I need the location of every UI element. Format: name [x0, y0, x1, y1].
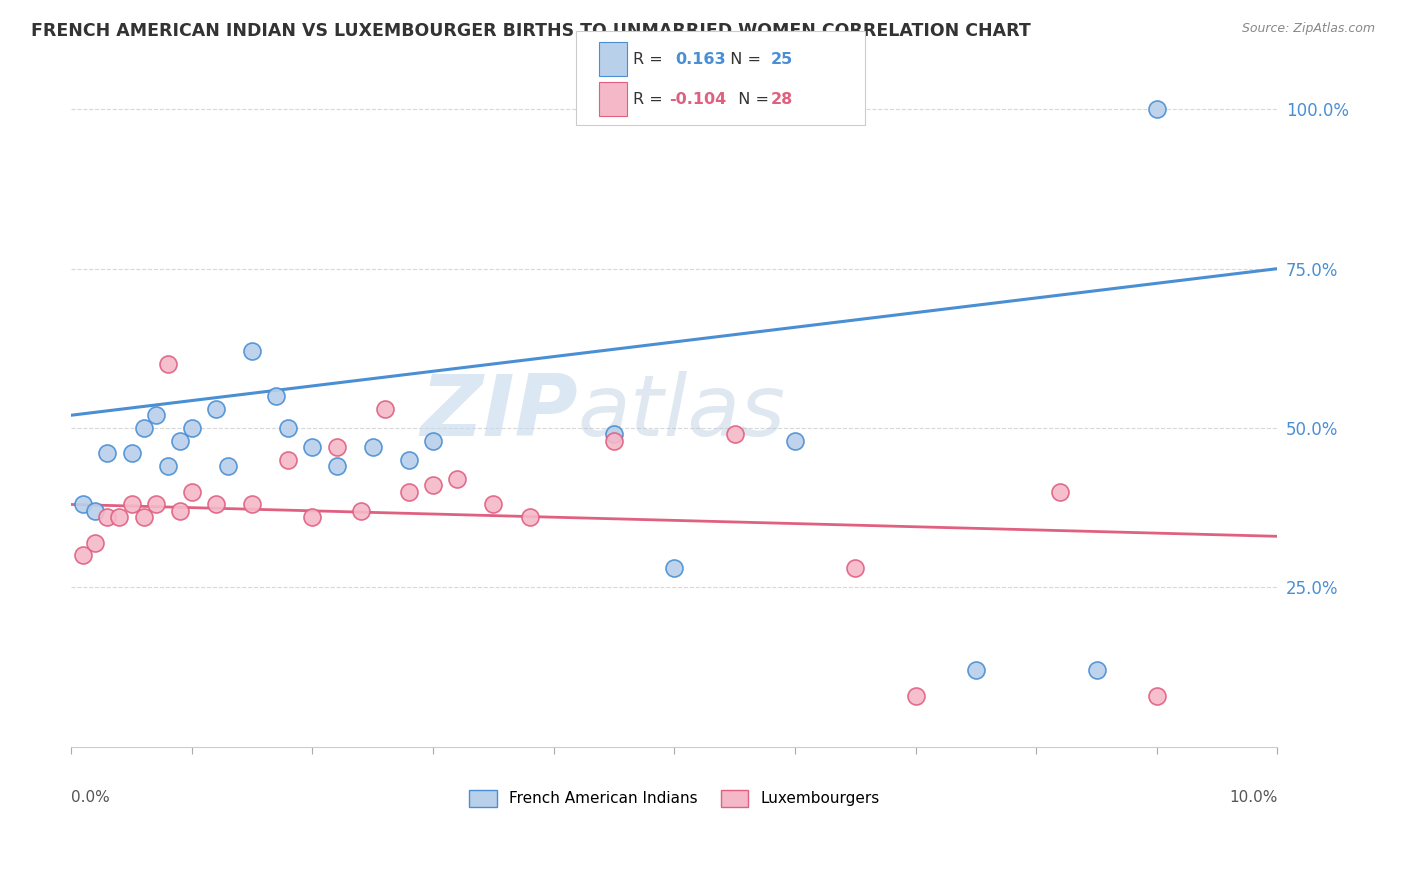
Point — [180, 421, 202, 435]
Point — [374, 401, 396, 416]
Point — [277, 453, 299, 467]
Point — [145, 498, 167, 512]
Text: atlas: atlas — [578, 370, 786, 453]
Point — [844, 561, 866, 575]
Point — [965, 663, 987, 677]
Point — [350, 504, 373, 518]
Point — [301, 440, 323, 454]
Point — [603, 434, 626, 448]
Point — [1049, 484, 1071, 499]
Point — [169, 434, 191, 448]
Text: 0.163: 0.163 — [675, 52, 725, 67]
Text: ZIP: ZIP — [420, 370, 578, 453]
Point — [904, 689, 927, 703]
Point — [783, 434, 806, 448]
Point — [156, 357, 179, 371]
Text: N =: N = — [728, 92, 775, 107]
Text: R =: R = — [633, 92, 668, 107]
Point — [422, 478, 444, 492]
Point — [180, 484, 202, 499]
Point — [205, 498, 228, 512]
Point — [205, 401, 228, 416]
Point — [240, 498, 263, 512]
Text: N =: N = — [720, 52, 766, 67]
Point — [398, 453, 420, 467]
Text: 0.0%: 0.0% — [72, 790, 110, 805]
Text: 28: 28 — [770, 92, 793, 107]
Text: 25: 25 — [770, 52, 793, 67]
Text: 10.0%: 10.0% — [1229, 790, 1278, 805]
Point — [108, 510, 131, 524]
Point — [121, 446, 143, 460]
Point — [398, 484, 420, 499]
Point — [84, 504, 107, 518]
Point — [301, 510, 323, 524]
Point — [361, 440, 384, 454]
Point — [1146, 103, 1168, 117]
Point — [266, 389, 288, 403]
Point — [132, 421, 155, 435]
Point — [1146, 689, 1168, 703]
Point — [96, 446, 118, 460]
Point — [169, 504, 191, 518]
Point — [145, 409, 167, 423]
Point — [664, 561, 686, 575]
Point — [72, 549, 94, 563]
Point — [724, 427, 747, 442]
Point — [519, 510, 541, 524]
Point — [603, 427, 626, 442]
Point — [277, 421, 299, 435]
Point — [132, 510, 155, 524]
Legend: French American Indians, Luxembourgers: French American Indians, Luxembourgers — [463, 784, 886, 813]
Text: Source: ZipAtlas.com: Source: ZipAtlas.com — [1241, 22, 1375, 36]
Text: R =: R = — [633, 52, 672, 67]
Point — [72, 498, 94, 512]
Point — [482, 498, 505, 512]
Point — [325, 459, 347, 474]
Point — [325, 440, 347, 454]
Point — [217, 459, 239, 474]
Point — [121, 498, 143, 512]
Point — [1085, 663, 1108, 677]
Text: -0.104: -0.104 — [669, 92, 727, 107]
Point — [96, 510, 118, 524]
Point — [240, 344, 263, 359]
Point — [84, 535, 107, 549]
Text: FRENCH AMERICAN INDIAN VS LUXEMBOURGER BIRTHS TO UNMARRIED WOMEN CORRELATION CHA: FRENCH AMERICAN INDIAN VS LUXEMBOURGER B… — [31, 22, 1031, 40]
Point — [422, 434, 444, 448]
Point — [446, 472, 468, 486]
Point — [156, 459, 179, 474]
